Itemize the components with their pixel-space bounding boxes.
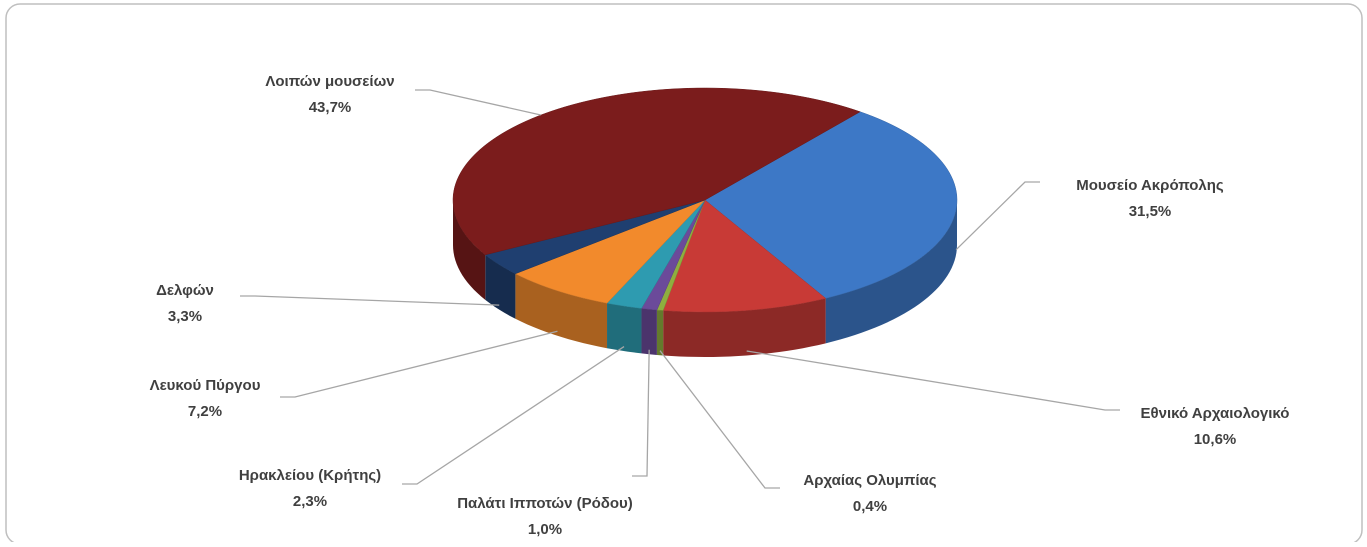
- leader-line: [955, 181, 1040, 251]
- slice-top: [704, 111, 958, 299]
- slice-value-label: 31,5%: [1129, 203, 1172, 220]
- slice-value-label: 1,0%: [528, 521, 562, 538]
- leader-line: [659, 350, 780, 489]
- slice: [514, 199, 706, 349]
- slice-side: [663, 298, 826, 357]
- slice: [704, 111, 958, 344]
- slice-side: [641, 308, 657, 355]
- slice: [484, 199, 706, 319]
- slice-value-label: 10,6%: [1194, 431, 1237, 448]
- slice-label: Λοιπών μουσείων: [265, 73, 394, 90]
- slice-label: Αρχαίας Ολυμπίας: [803, 472, 936, 489]
- slice-top: [514, 199, 706, 304]
- slice-top: [662, 199, 827, 313]
- leader-line: [415, 89, 541, 116]
- slice-side: [656, 309, 664, 356]
- leader-line: [632, 349, 650, 477]
- slice-value-label: 2,3%: [293, 493, 327, 510]
- leader-line: [280, 330, 558, 398]
- slice-side: [607, 303, 642, 354]
- leader-line: [240, 295, 500, 306]
- slice-value-label: 7,2%: [188, 403, 222, 420]
- slice-side: [825, 200, 957, 344]
- slice-label: Λευκού Πύργου: [150, 377, 261, 394]
- leader-line: [402, 346, 625, 485]
- slice-label: Δελφών: [156, 282, 214, 299]
- slice-side: [453, 200, 486, 300]
- slice-top: [606, 199, 706, 309]
- slice-side: [515, 273, 608, 349]
- slice-label: Εθνικό Αρχαιολογικό: [1141, 405, 1290, 422]
- slice-value-label: 0,4%: [853, 498, 887, 515]
- slice-label: Παλάτι Ιπποτών (Ρόδου): [457, 495, 633, 512]
- slice-label: Μουσείο Ακρόπολης: [1076, 177, 1224, 194]
- leader-line: [746, 350, 1120, 411]
- slice-value-label: 43,7%: [309, 99, 352, 116]
- slice: [452, 87, 861, 300]
- slice-side: [485, 254, 516, 319]
- slice: [606, 199, 706, 354]
- slice-top: [452, 87, 861, 256]
- slice-top: [484, 199, 706, 275]
- slice: [662, 199, 827, 357]
- slice-value-label: 3,3%: [168, 308, 202, 325]
- slice-label: Ηρακλείου (Κρήτης): [239, 467, 381, 484]
